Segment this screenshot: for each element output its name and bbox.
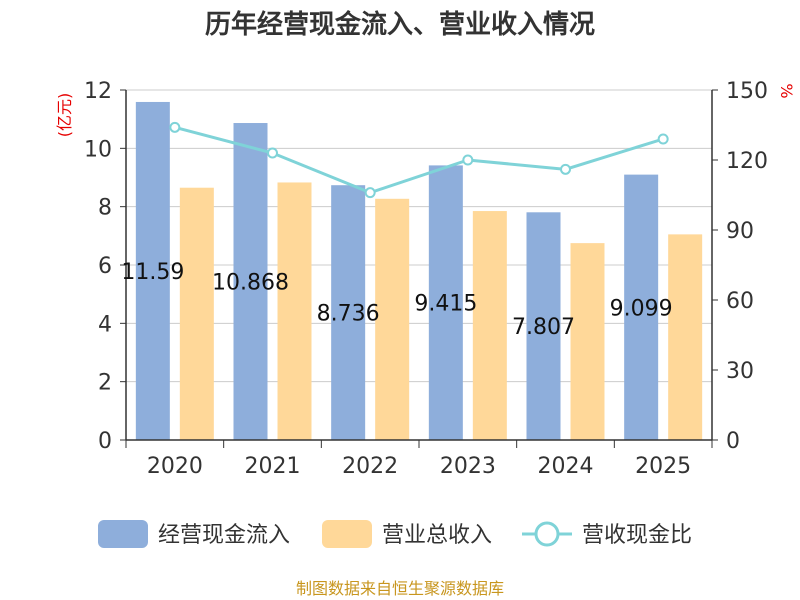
data-label: 7.807: [512, 315, 575, 340]
ratio-point: [169, 121, 181, 133]
bar-cash-inflow: [624, 174, 659, 441]
ratio-point: [657, 133, 669, 145]
x-axis-tick-label: 2023: [440, 454, 496, 479]
left-axis-tick-label: 0: [98, 429, 112, 454]
right-axis-tick-label: 90: [726, 219, 754, 244]
legend-swatch-ratio-marker: [534, 521, 560, 547]
data-label: 10.868: [212, 271, 289, 296]
grid: [126, 89, 712, 383]
x-axis-tick-label: 2022: [342, 454, 398, 479]
right-axis-tick-label: 0: [726, 429, 740, 454]
left-axis-tick-label: 10: [84, 137, 112, 162]
right-axis-tick-label: 120: [726, 149, 768, 174]
bar-revenue: [179, 187, 214, 440]
x-axis-tick-label: 2020: [147, 454, 203, 479]
left-axis-tick-label: 4: [98, 312, 112, 337]
x-axis-tick-label: 2024: [538, 454, 594, 479]
data-label: 8.736: [317, 302, 380, 327]
legend-label-ratio: 营收现金比: [582, 523, 692, 548]
bar-cash-inflow: [331, 185, 366, 440]
data-label: 11.59: [121, 260, 184, 285]
data-labels: 11.59 10.868 8.736 9.415 7.807 9.099: [121, 260, 672, 340]
chart-title: 历年经营现金流入、营业收入情况: [205, 9, 595, 40]
left-axis-tick-label: 2: [98, 371, 112, 396]
bar-revenue: [668, 234, 703, 440]
legend-label-cash-inflow: 经营现金流入: [158, 523, 290, 548]
data-label: 9.415: [414, 292, 477, 317]
x-axis-tick-label: 2021: [245, 454, 301, 479]
source-note: 制图数据来自恒生聚源数据库: [296, 579, 504, 598]
bar-cash-inflow: [526, 212, 561, 440]
legend-swatch-cash-inflow: [98, 520, 148, 548]
right-axis-tick-label: 150: [726, 79, 768, 104]
bar-revenue: [277, 182, 312, 441]
left-axis-unit: (亿元): [55, 93, 74, 138]
right-axis-tick-label: 30: [726, 359, 754, 384]
bars: [135, 101, 703, 441]
x-axis-tick-label: 2025: [635, 454, 691, 479]
bar-cash-inflow: [233, 123, 268, 441]
bar-revenue: [472, 211, 507, 440]
bar-cash-inflow: [428, 165, 463, 441]
bar-revenue: [375, 198, 410, 440]
ratio-point: [364, 187, 376, 199]
right-axis-tick-label: 60: [726, 289, 754, 314]
ratio-point: [560, 163, 571, 175]
left-axis-tick-label: 12: [84, 79, 112, 104]
left-axis-tick-label: 6: [98, 254, 112, 279]
left-axis-tick-label: 8: [98, 196, 112, 221]
data-label: 9.099: [610, 296, 673, 321]
bar-revenue: [570, 243, 605, 440]
ratio-point: [462, 154, 474, 166]
ratio-line: [169, 121, 669, 199]
legend-label-revenue: 营业总收入: [382, 523, 492, 548]
legend-swatch-revenue: [322, 520, 372, 548]
legend: 经营现金流入 营业总收入 营收现金比: [98, 520, 692, 548]
ratio-point: [267, 147, 278, 159]
right-axis-unit: %: [777, 83, 796, 98]
bar-cash-inflow: [135, 101, 170, 440]
ratio-line-path: [174, 125, 664, 195]
